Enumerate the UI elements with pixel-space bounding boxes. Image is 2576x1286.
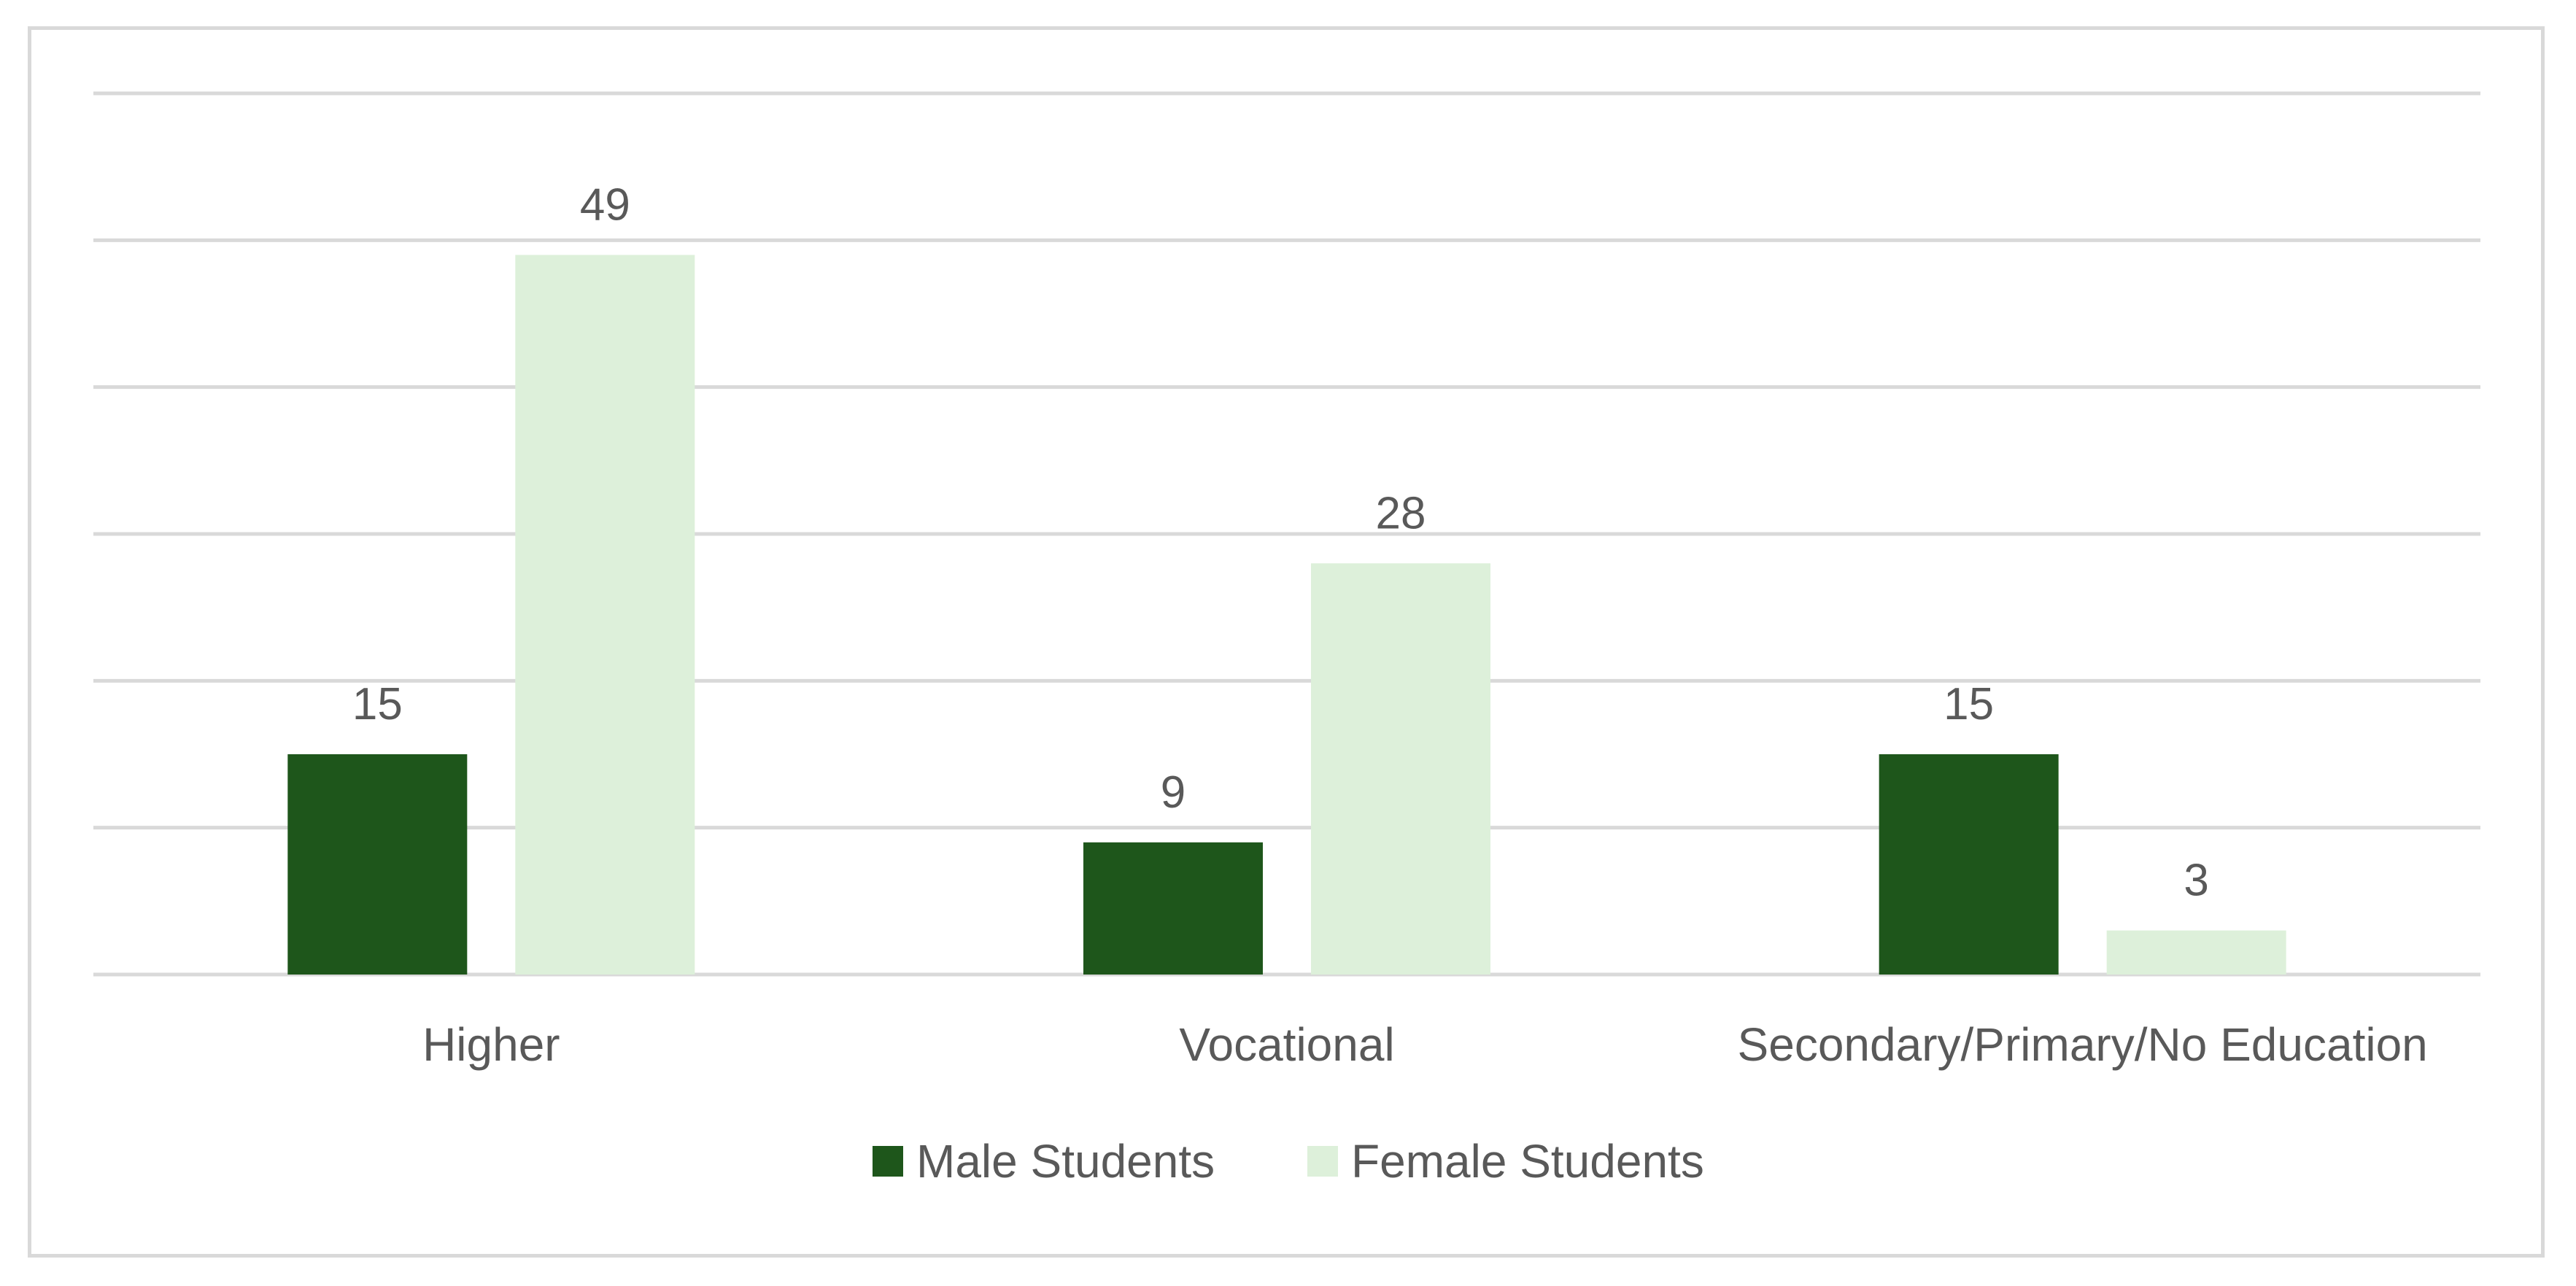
gridlines <box>93 91 2480 977</box>
bar-female-students <box>2106 930 2286 975</box>
data-label-male-students: 15 <box>352 679 403 729</box>
data-label-female-students: 49 <box>580 179 630 230</box>
bar-male-students <box>287 754 468 975</box>
chart-frame <box>28 26 2545 1258</box>
category-label: Higher <box>422 1018 560 1071</box>
bar-female-students <box>1311 563 1490 975</box>
data-label-male-students: 9 <box>1161 767 1185 818</box>
category-label: Vocational <box>1179 1018 1394 1071</box>
legend-label-female-students: Female Students <box>1351 1135 1704 1188</box>
category-labels: Higher Vocational Secondary/Primary/No Edu… <box>422 1018 2428 1071</box>
legend-label-male-students: Male Students <box>916 1135 1215 1188</box>
data-label-female-students: 28 <box>1376 488 1426 538</box>
legend: Male Students Female Students <box>873 1135 1704 1188</box>
category-label: Secondary/Primary/No Education <box>1738 1018 2428 1071</box>
data-labels: 15 49 9 28 15 3 <box>352 179 2209 905</box>
legend-swatch-female-students <box>1307 1146 1338 1177</box>
bar-male-students <box>1083 842 1263 975</box>
bar-female-students <box>515 255 695 975</box>
bar-male-students <box>1879 754 2059 975</box>
legend-swatch-male-students <box>873 1146 903 1177</box>
data-label-male-students: 15 <box>1943 679 1994 729</box>
bars <box>287 255 2286 975</box>
data-label-female-students: 3 <box>2184 856 2208 906</box>
